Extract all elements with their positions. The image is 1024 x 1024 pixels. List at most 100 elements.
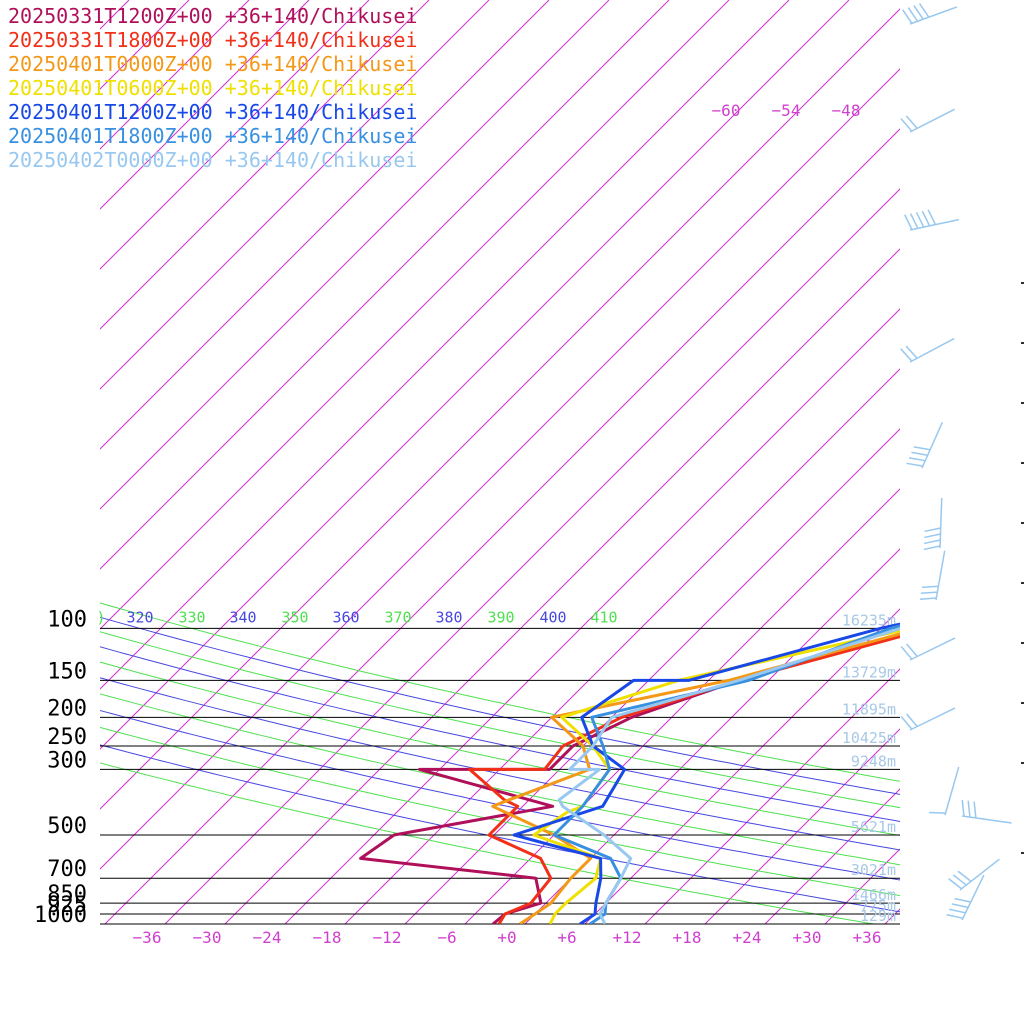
dry-adiabat-line <box>100 744 900 913</box>
pressure-label: 850 <box>47 882 87 907</box>
isotherm-line <box>100 0 490 390</box>
temperature-label: −30 <box>193 928 222 947</box>
isotherm-line <box>464 488 900 924</box>
isotherm-line <box>100 0 310 210</box>
theta-label: 370 <box>384 608 411 626</box>
theta-label: 390 <box>487 608 514 626</box>
theta-label: 320 <box>126 608 153 626</box>
height-labels: 16235m 13729m 11895m 10425m 9248m 5621m 3021m 1… <box>842 611 896 925</box>
pressure-label: 500 <box>47 814 87 839</box>
dry-adiabat-line <box>100 709 900 881</box>
height-label: 13729m <box>842 663 896 681</box>
height-label: 11895m <box>842 700 896 718</box>
sounding-line <box>491 632 900 924</box>
legend: 20250331T1200Z+00 +36+140/Chikusei202503… <box>8 4 417 172</box>
dry-adiabat-lines <box>100 602 900 924</box>
wind-barb <box>961 799 1012 824</box>
isotherm-line <box>224 248 900 924</box>
isotherm-line <box>100 0 730 630</box>
legend-entry: 20250401T1200Z+00 +36+140/Chikusei <box>8 100 417 124</box>
wind-barb <box>902 3 958 25</box>
isotherm-line <box>404 428 900 924</box>
height-label: 3021m <box>851 861 896 879</box>
wind-barb <box>900 707 956 731</box>
wind-barb <box>904 209 960 231</box>
pressure-label: 300 <box>47 748 87 773</box>
temperature-label: +0 <box>497 928 516 947</box>
isotherm-line <box>100 0 790 690</box>
wind-barb <box>919 550 946 601</box>
temperature-label: +12 <box>613 928 642 947</box>
upper-temperature-label: −60 <box>712 101 741 120</box>
isobar-lines <box>100 627 900 925</box>
dry-adiabat-line <box>100 693 900 866</box>
pressure-label: 1000 <box>34 903 87 928</box>
dry-adiabat-line <box>100 646 900 822</box>
sounding-series <box>359 622 900 924</box>
sounding-line <box>557 626 900 924</box>
pressure-label: 250 <box>47 725 87 750</box>
dry-adiabat-line <box>100 616 900 795</box>
temperature-label: −36 <box>133 928 162 947</box>
legend-entry: 20250331T1800Z+00 +36+140/Chikusei <box>8 28 417 52</box>
wind-barb <box>900 637 956 661</box>
isotherm-line <box>100 0 670 570</box>
wind-barb <box>929 766 960 816</box>
temperature-label: −12 <box>373 928 402 947</box>
legend-entry: 20250402T0000Z+00 +36+140/Chikusei <box>8 148 417 172</box>
isotherm-line <box>644 668 900 924</box>
pressure-label: 925 <box>47 893 87 918</box>
isotherm-line <box>884 908 900 924</box>
isotherm-line <box>164 188 900 924</box>
temperature-label: +18 <box>673 928 702 947</box>
legend-entry: 20250401T0000Z+00 +36+140/Chikusei <box>8 52 417 76</box>
sounding-line <box>512 622 900 924</box>
dry-adiabat-line <box>100 602 900 782</box>
theta-label: 340 <box>229 608 256 626</box>
isotherm-line <box>704 728 900 924</box>
theta-label: 330 <box>178 608 205 626</box>
wind-barb <box>946 874 985 921</box>
theta-label: 400 <box>539 608 566 626</box>
legend-entry: 20250401T0600Z+00 +36+140/Chikusei <box>8 76 417 100</box>
isotherm-line <box>100 0 430 330</box>
sounding-line <box>532 629 900 924</box>
temperature-axis-labels: −36 −30 −24 −18 −12 −6 +0 +6 +12 +18 +24 +30 +36 <box>133 928 882 947</box>
isotherm-line <box>584 608 900 924</box>
isotherm-line <box>100 0 850 750</box>
dry-adiabat-line <box>100 762 874 924</box>
pressure-label: 100 <box>47 607 87 632</box>
theta-labels: ) 320 330 340 350 360 370 380 390 400 410 <box>96 608 617 626</box>
height-label: 129m <box>860 907 896 925</box>
height-label: 775m <box>860 897 896 915</box>
height-label: 5621m <box>851 818 896 836</box>
isotherm-line <box>764 788 900 924</box>
dry-adiabat-line <box>100 631 900 809</box>
isotherm-line <box>524 548 900 924</box>
temperature-label: −18 <box>313 928 342 947</box>
upper-temperature-label: −54 <box>772 101 801 120</box>
upper-temperature-labels: −60 −54 −48 <box>712 101 861 120</box>
dry-adiabat-line <box>100 726 900 897</box>
wind-barb <box>906 422 944 469</box>
wind-barb <box>900 337 955 363</box>
temperature-label: +6 <box>557 928 576 947</box>
dry-adiabat-line <box>100 677 900 851</box>
sounding-line <box>359 632 900 924</box>
theta-label: 380 <box>435 608 462 626</box>
isotherm-line <box>104 128 900 924</box>
theta-label: 350 <box>281 608 308 626</box>
legend-entry: 20250331T1200Z+00 +36+140/Chikusei <box>8 4 417 28</box>
temperature-label: +36 <box>853 928 882 947</box>
pressure-label: 200 <box>47 696 87 721</box>
isotherm-line <box>100 0 610 510</box>
isotherm-line <box>100 8 900 810</box>
wind-barb <box>923 498 943 551</box>
temperature-label: −24 <box>253 928 282 947</box>
temperature-label: −6 <box>437 928 456 947</box>
dry-adiabat-line <box>100 661 900 837</box>
isotherm-line <box>100 0 550 450</box>
temperature-label: +24 <box>733 928 762 947</box>
wind-barbs <box>900 3 1012 921</box>
